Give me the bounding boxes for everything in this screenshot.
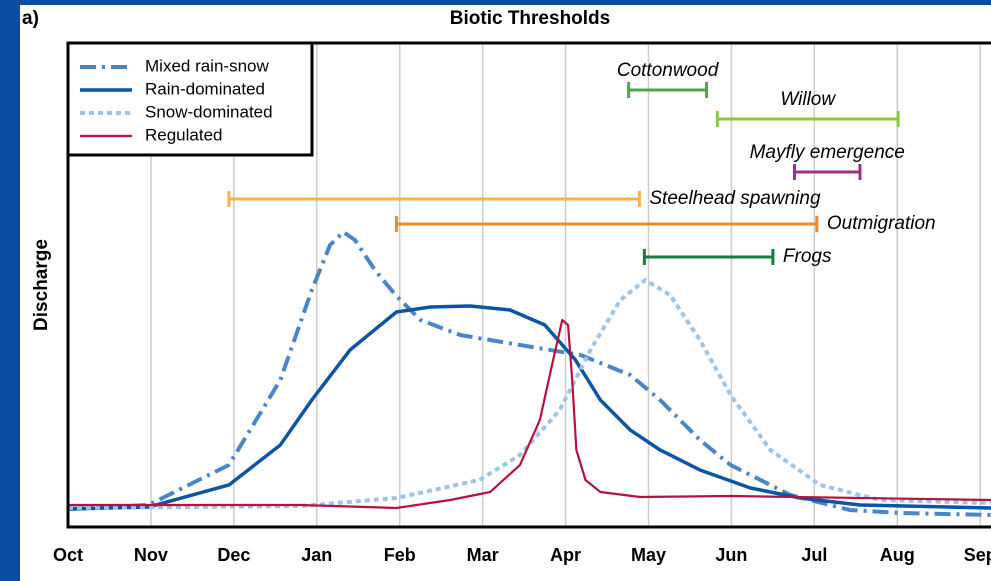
- threshold-range: [642, 248, 775, 265]
- x-tick-label: Jan: [301, 545, 332, 565]
- threshold-range: [627, 81, 709, 98]
- range-label: Steelhead spawning: [649, 188, 821, 209]
- x-tick-label: Mar: [467, 545, 499, 565]
- series-line: [67, 230, 991, 517]
- range-label: Mayfly emergence: [750, 142, 905, 163]
- x-tick-label: Aug: [880, 545, 915, 565]
- threshold-range: [394, 216, 819, 233]
- threshold-range: [227, 190, 641, 207]
- chart-title: Biotic Thresholds: [450, 8, 610, 29]
- x-tick-label: Dec: [217, 545, 250, 565]
- legend-label: Regulated: [145, 125, 223, 144]
- plot-frame: [66, 41, 991, 529]
- series-line: [67, 278, 991, 510]
- x-tick-label: Sep: [964, 545, 991, 565]
- x-tick-label: May: [631, 545, 666, 565]
- legend-label: Mixed rain-snow: [145, 56, 269, 75]
- series-line: [68, 318, 991, 510]
- panel-label: a): [22, 8, 39, 29]
- x-tick-label: Jun: [715, 545, 747, 565]
- x-tick-label: Feb: [384, 545, 416, 565]
- legend-label: Rain-dominated: [145, 79, 265, 98]
- series-line: [67, 304, 991, 511]
- threshold-range: [715, 110, 900, 127]
- legend-label: Snow-dominated: [145, 102, 273, 121]
- y-axis-label: Discharge: [31, 239, 52, 331]
- threshold-range: [792, 163, 862, 180]
- x-tick-label: Apr: [550, 545, 581, 565]
- range-label: Cottonwood: [617, 60, 720, 81]
- range-label: Outmigration: [827, 213, 936, 234]
- x-tick-label: Jul: [801, 545, 827, 565]
- x-tick-label: Oct: [53, 545, 83, 565]
- x-tick-label: Nov: [134, 545, 168, 565]
- range-label: Willow: [780, 89, 836, 110]
- range-label: Frogs: [783, 246, 832, 267]
